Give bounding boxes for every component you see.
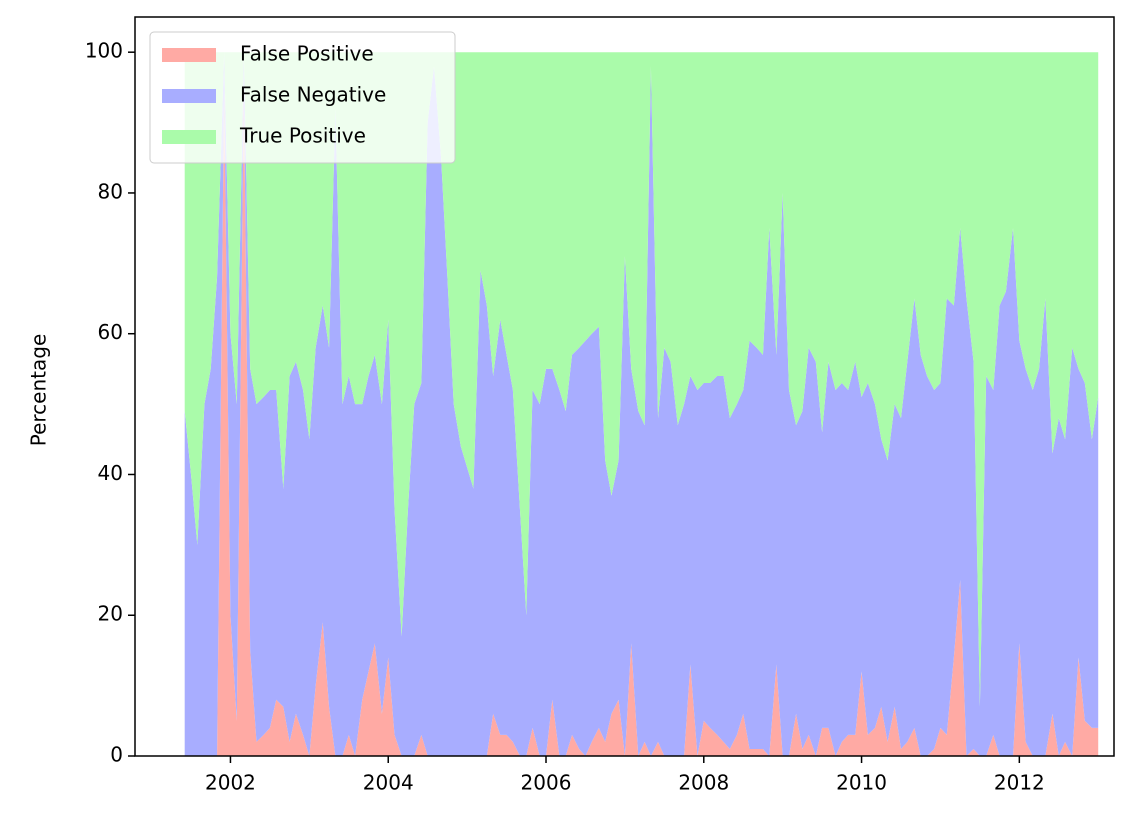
legend-box: [149, 31, 456, 164]
y-axis-label: Percentage: [27, 334, 51, 447]
y-tick-label: 20: [98, 602, 123, 626]
legend-label: False Positive: [240, 42, 374, 66]
y-tick-label: 100: [85, 39, 123, 63]
x-tick-label: 2008: [678, 771, 729, 795]
legend-label: False Negative: [240, 83, 386, 107]
x-tick-label: 2004: [363, 771, 414, 795]
y-tick-label: 0: [110, 743, 123, 767]
plot-frame: [134, 16, 1115, 757]
x-tick-label: 2006: [521, 771, 572, 795]
legend-swatch: [162, 89, 216, 103]
y-tick-label: 60: [98, 320, 123, 344]
legend-label: True Positive: [239, 124, 366, 148]
legend-swatch: [162, 48, 216, 62]
x-tick-label: 2012: [994, 771, 1045, 795]
legend-swatch: [162, 130, 216, 144]
area: [184, 52, 1099, 707]
x-tick-label: 2002: [205, 771, 256, 795]
area: [184, 52, 1099, 756]
y-tick-label: 40: [98, 461, 123, 485]
y-tick-label: 80: [98, 179, 123, 203]
x-tick-label: 2010: [836, 771, 887, 795]
